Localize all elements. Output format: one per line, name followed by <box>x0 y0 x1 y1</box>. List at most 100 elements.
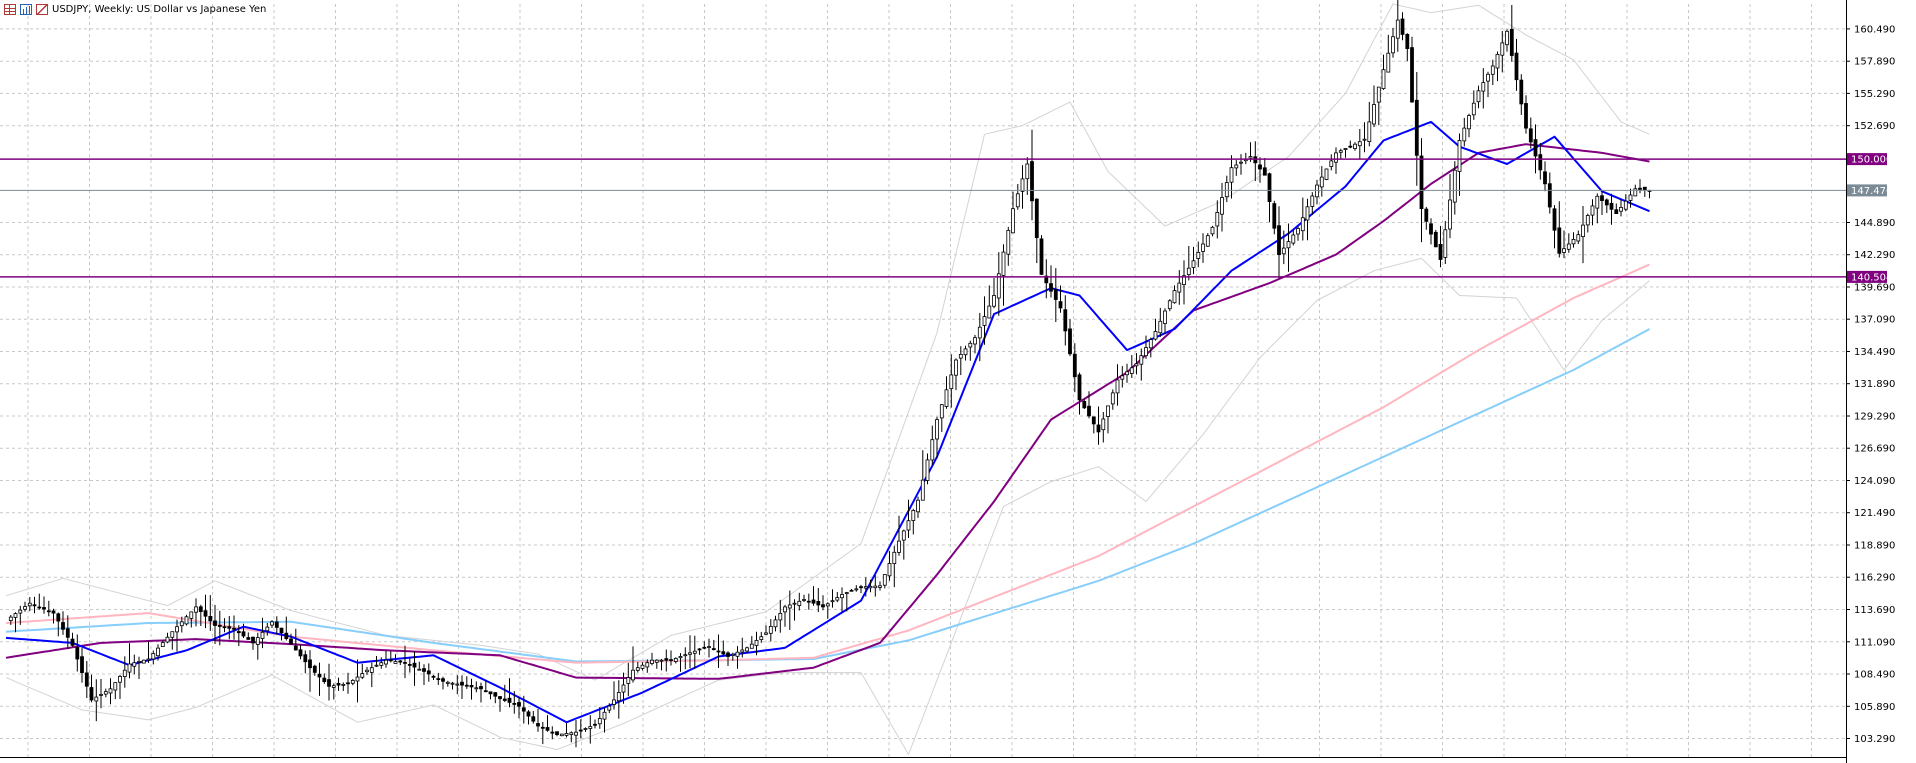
candle-body <box>113 682 118 691</box>
candle-body <box>749 643 754 649</box>
candle-body <box>1015 193 1020 208</box>
candle-body <box>308 659 312 669</box>
candle-body <box>1277 225 1281 255</box>
candle-body <box>521 707 526 712</box>
candle-body <box>631 669 635 681</box>
candle-body <box>1391 36 1395 54</box>
chart-list-icon[interactable] <box>4 3 16 15</box>
candle-body <box>835 597 840 601</box>
candle-body <box>184 616 189 625</box>
candle-body <box>284 632 289 640</box>
candle-body <box>222 626 227 629</box>
candle-body <box>274 621 279 628</box>
candle-body <box>1068 328 1072 355</box>
candle-body <box>616 692 621 702</box>
candle-body <box>1528 128 1533 143</box>
candle-body <box>588 726 593 729</box>
line-chart-icon[interactable] <box>36 3 48 15</box>
candle-body <box>920 479 925 501</box>
candle-body <box>787 604 792 609</box>
candle-body <box>1158 320 1163 334</box>
bar-chart-icon[interactable] <box>20 3 32 15</box>
candle-body <box>1229 167 1234 183</box>
candle-body <box>859 586 863 589</box>
candle-body <box>754 640 759 646</box>
tick-label: 116.290 <box>1854 573 1895 584</box>
candle-body <box>602 711 607 720</box>
candle-body <box>1471 102 1476 116</box>
candle-body <box>322 677 327 682</box>
candle-body <box>673 658 678 662</box>
candle-body <box>593 723 597 726</box>
candle-body <box>1177 282 1182 293</box>
candle-body <box>1267 173 1272 202</box>
candle-body <box>1234 164 1239 169</box>
candle-body <box>1087 405 1091 417</box>
candle-body <box>46 610 51 613</box>
candle-body <box>1106 405 1110 417</box>
candle-body <box>27 602 32 607</box>
candle-body <box>61 622 65 630</box>
tick-label: 124.090 <box>1854 476 1895 487</box>
candle-body <box>122 669 127 678</box>
candle-body <box>13 613 18 618</box>
candle-body <box>1543 171 1547 185</box>
candle-body <box>935 419 939 440</box>
candle-body <box>346 682 350 685</box>
tick-label: 121.490 <box>1854 508 1895 519</box>
candle-body <box>1476 90 1481 103</box>
price-tag-box <box>1847 270 1887 283</box>
candle-body <box>825 603 830 607</box>
candle-body <box>103 691 108 695</box>
candle-body <box>1576 234 1581 242</box>
candle-body <box>1172 290 1177 304</box>
candle-body <box>1305 206 1310 221</box>
candle-body <box>1562 248 1566 253</box>
tick-label: 142.290 <box>1854 250 1895 261</box>
candle-body <box>270 621 274 626</box>
candle-body <box>1248 156 1253 159</box>
candle-body <box>236 631 241 634</box>
candle-body <box>863 586 868 589</box>
candle-body <box>811 599 816 604</box>
candle-body <box>721 651 726 655</box>
candle-body <box>764 632 768 635</box>
candle-body <box>1519 79 1524 105</box>
candle-body <box>878 585 882 588</box>
candle-body <box>678 656 683 659</box>
candle-body <box>1319 176 1324 188</box>
candle-body <box>830 600 835 603</box>
candle-body <box>80 656 84 674</box>
candle-body <box>84 672 89 687</box>
candle-body <box>1125 371 1129 376</box>
tick-label: 134.490 <box>1854 347 1895 358</box>
candle-body <box>816 601 821 606</box>
candle-body <box>403 662 407 664</box>
candle-body <box>1623 200 1628 210</box>
candle-body <box>194 606 198 613</box>
candle-body <box>555 731 559 736</box>
candle-body <box>1030 161 1034 202</box>
candle-body <box>1334 152 1338 163</box>
candle-body <box>412 662 417 668</box>
candle-body <box>930 439 935 461</box>
band-upper <box>5 3 1650 681</box>
candle-body <box>1410 47 1414 103</box>
candlesticks <box>8 0 1652 748</box>
candle-body <box>987 305 992 319</box>
candle-body <box>498 696 502 700</box>
candle-body <box>317 673 322 678</box>
candle-body <box>901 530 906 541</box>
candle-body <box>1148 339 1153 349</box>
candle-body <box>1020 178 1025 192</box>
candle-body <box>1186 267 1191 276</box>
candle-body <box>730 653 735 656</box>
tick-label: 139.690 <box>1854 283 1895 294</box>
candle-body <box>426 670 431 675</box>
tick-label: 137.090 <box>1854 315 1895 326</box>
candle-body <box>531 716 536 722</box>
candle-body <box>697 648 702 651</box>
candle-body <box>1566 243 1571 250</box>
tick-label: 157.890 <box>1854 57 1895 68</box>
